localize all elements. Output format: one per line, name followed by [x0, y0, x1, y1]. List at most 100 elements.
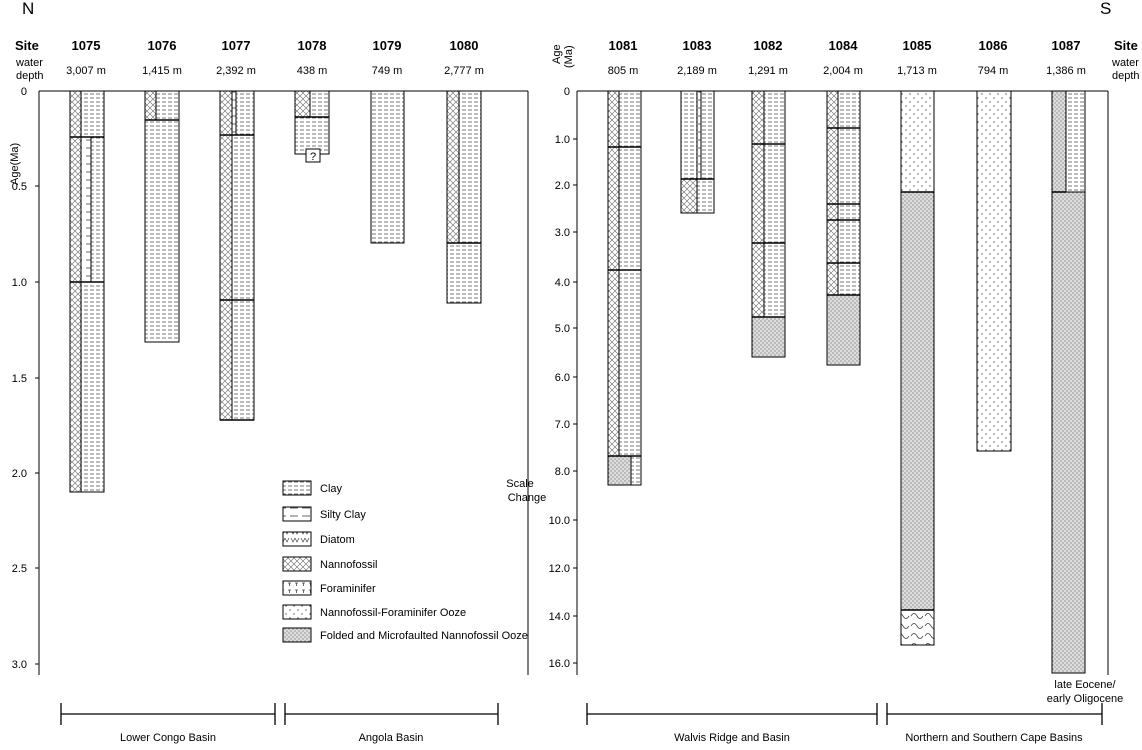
column-1082 [751, 90, 786, 358]
legend-item-diatom: Diatom [282, 531, 355, 547]
tick-label: 16.0 [549, 658, 570, 670]
legend-label: Nannofossil [320, 559, 377, 571]
tick-label: 5.0 [555, 323, 570, 335]
site-depth: 2,004 m [823, 65, 863, 77]
scale-change-label-2: Change [508, 492, 547, 504]
legend-item-foraminifer: Foraminifer [282, 580, 376, 596]
bottom-age-label-1: late Eocene/ [1054, 679, 1116, 691]
tick-label: 7.0 [555, 419, 570, 431]
tick-label: 3.0 [555, 227, 570, 239]
site-id: 1085 [903, 38, 932, 53]
site-id: 1079 [373, 38, 402, 53]
site-id: 1082 [754, 38, 783, 53]
basin-label: Angola Basin [359, 732, 424, 744]
tick-label: 2.5 [12, 563, 27, 575]
site-id: 1080 [450, 38, 479, 53]
question-mark: ? [310, 151, 316, 163]
column-1077 [219, 90, 255, 421]
tick-label: 2.0 [555, 180, 570, 192]
tick-label: 6.0 [555, 372, 570, 384]
right-site-headers: 1081 805 m 1083 2,189 m 1082 1,291 m 108… [608, 38, 1086, 77]
scale-change-label-1: Scale [506, 478, 534, 490]
tick-label: 0 [564, 86, 570, 98]
column-1079 [370, 90, 405, 244]
depth-label-right: depth [1112, 70, 1140, 82]
tick-label: 0.5 [12, 181, 27, 193]
column-1078 [294, 90, 330, 163]
site-depth: 805 m [608, 65, 639, 77]
column-1084 [826, 90, 861, 366]
legend-item-clay: Clay [282, 480, 343, 496]
bottom-age-label-2: early Oligocene [1047, 693, 1123, 705]
site-label-left: Site [15, 38, 39, 53]
site-label-right: Site [1114, 38, 1138, 53]
right-tick-labels: 0 1.0 2.0 3.0 4.0 5.0 6.0 7.0 8.0 10.0 1… [549, 86, 577, 670]
site-depth: 1,415 m [142, 65, 182, 77]
site-id: 1075 [72, 38, 101, 53]
legend-label: Folded and Microfaulted Nannofossil Ooze [320, 630, 528, 642]
tick-label: 10.0 [549, 515, 570, 527]
site-id: 1078 [298, 38, 327, 53]
legend-item-silty-clay: Silty Clay [282, 506, 366, 522]
site-id: 1084 [829, 38, 859, 53]
tick-label: 2.0 [12, 468, 27, 480]
legend-label: Nannofossil-Foraminifer Ooze [320, 607, 466, 619]
tick-label: 8.0 [555, 466, 570, 478]
tick-label: 4.0 [555, 277, 570, 289]
legend: Clay Silty Clay Diatom Nannofossil Foram… [282, 480, 528, 643]
site-id: 1081 [609, 38, 638, 53]
water-label-left: water [15, 57, 43, 69]
site-id: 1086 [979, 38, 1008, 53]
site-depth: 1,713 m [897, 65, 937, 77]
tick-label: 1.0 [12, 277, 27, 289]
site-id: 1083 [683, 38, 712, 53]
site-depth: 2,189 m [677, 65, 717, 77]
tick-label: 12.0 [549, 563, 570, 575]
column-1081 [607, 90, 642, 486]
water-label-right: water [1111, 57, 1139, 69]
column-1087 [1051, 90, 1086, 674]
site-id: 1076 [148, 38, 177, 53]
column-1086 [976, 90, 1012, 452]
site-depth: 1,386 m [1046, 65, 1086, 77]
left-tick-labels: 0 0.5 1.0 1.5 2.0 2.5 3.0 [12, 86, 39, 671]
tick-label: 1.0 [555, 134, 570, 146]
depth-label-left: depth [16, 70, 44, 82]
basin-label: Lower Congo Basin [120, 732, 216, 744]
age-axis-label-right-1: Age [551, 44, 563, 64]
tick-label: 0 [21, 86, 27, 98]
column-1075 [69, 90, 105, 493]
legend-label: Foraminifer [320, 583, 376, 595]
site-depth: 2,777 m [444, 65, 484, 77]
site-depth: 1,291 m [748, 65, 788, 77]
site-id: 1077 [222, 38, 251, 53]
south-label: S [1100, 0, 1111, 18]
site-depth: 749 m [372, 65, 403, 77]
column-1076 [144, 90, 180, 343]
site-depth: 3,007 m [66, 65, 106, 77]
tick-label: 3.0 [12, 659, 27, 671]
column-1080 [446, 90, 482, 304]
legend-label: Clay [320, 483, 343, 495]
site-depth: 794 m [978, 65, 1009, 77]
column-1083 [680, 90, 715, 214]
age-axis-label-left: Age(Ma) [9, 143, 21, 185]
legend-item-nannofossil-foraminifer-ooze: Nannofossil-Foraminifer Ooze [282, 604, 466, 620]
legend-item-folded-nannofossil-ooze: Folded and Microfaulted Nannofossil Ooze [282, 627, 528, 643]
tick-label: 14.0 [549, 611, 570, 623]
site-id: 1087 [1052, 38, 1081, 53]
legend-label: Diatom [320, 534, 355, 546]
basin-label: Walvis Ridge and Basin [674, 732, 790, 744]
age-axis-label-right-2: (Ma) [563, 45, 575, 68]
site-depth: 438 m [297, 65, 328, 77]
legend-label: Silty Clay [320, 509, 366, 521]
legend-item-nannofossil: Nannofossil [282, 556, 377, 572]
north-label: N [22, 0, 34, 18]
column-1085 [900, 90, 935, 646]
site-depth: 2,392 m [216, 65, 256, 77]
tick-label: 1.5 [12, 373, 27, 385]
left-site-headers: 1075 3,007 m 1076 1,415 m 1077 2,392 m 1… [66, 38, 484, 77]
basin-brackets [60, 703, 1103, 725]
